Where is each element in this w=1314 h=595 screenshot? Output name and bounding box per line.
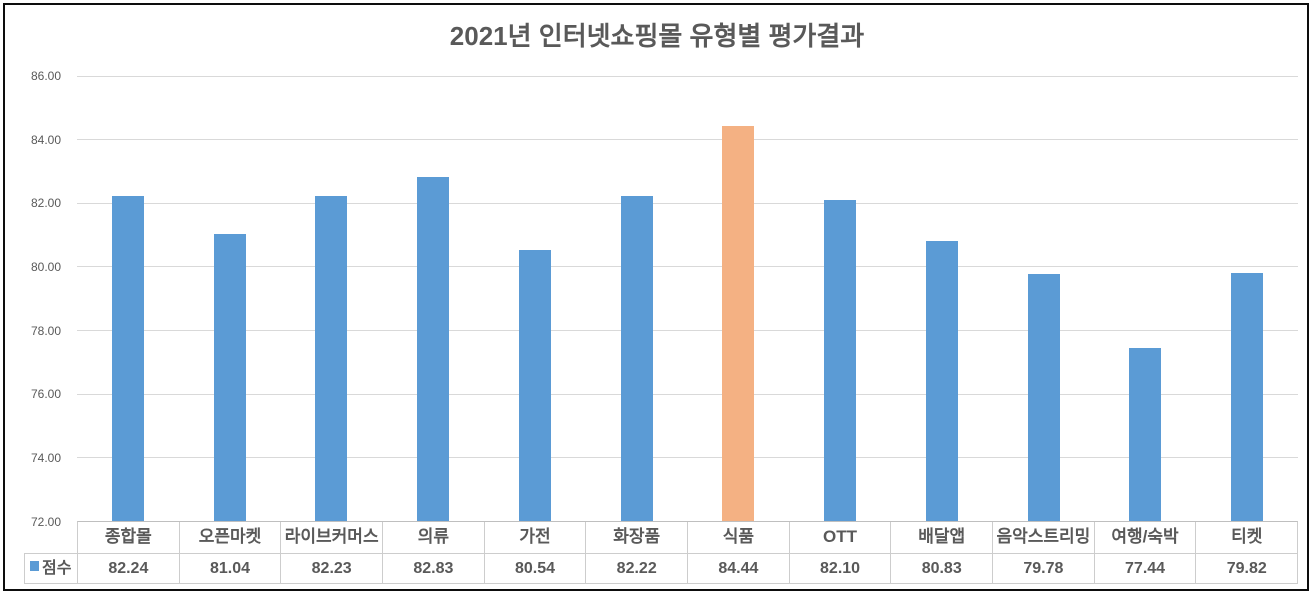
bar-종합몰	[111, 195, 144, 522]
category-label: 식품	[687, 522, 789, 553]
bar-여행/숙박	[1129, 348, 1162, 522]
chart-border-frame	[3, 3, 1309, 591]
y-axis-tick-label: 76.00	[30, 387, 61, 402]
category-header-row: 종합몰 오픈마켓 라이브커머스 의류 가전 화장품 식품 OTT 배달앱 음악스트리밍 여행/숙박 티…	[77, 521, 1298, 553]
bar-가전	[518, 249, 551, 522]
value-cell: 80.54	[483, 554, 586, 583]
gridline	[77, 457, 1298, 459]
bar-오픈마켓	[213, 233, 246, 522]
gridline	[77, 266, 1298, 268]
value-cell: 82.22	[585, 554, 687, 583]
gridline	[77, 75, 1298, 77]
value-cell: 84.44	[687, 554, 789, 583]
gridline	[77, 393, 1298, 395]
category-label: 여행/숙박	[1093, 522, 1196, 553]
legend-cell: 점수	[24, 553, 77, 584]
y-axis-tick-label: 84.00	[30, 132, 61, 147]
value-cell: 79.78	[992, 554, 1094, 583]
category-label: 의류	[382, 522, 484, 553]
value-cell: 82.10	[788, 554, 891, 583]
category-label: 오픈마켓	[178, 522, 281, 553]
value-cell: 77.44	[1093, 554, 1196, 583]
bar-OTT	[824, 200, 857, 522]
category-label: 배달앱	[890, 522, 992, 553]
bar-화장품	[620, 196, 653, 522]
bar-식품	[722, 125, 755, 522]
gridline	[77, 330, 1298, 332]
value-cell: 80.83	[890, 554, 992, 583]
y-axis-tick-label: 86.00	[30, 69, 61, 83]
y-axis-tick-label: 74.00	[30, 450, 61, 465]
value-cell: 81.04	[178, 554, 281, 583]
category-label: 가전	[483, 522, 586, 553]
bar-배달앱	[925, 240, 958, 522]
category-label: 라이브커머스	[280, 522, 382, 553]
gridline	[77, 139, 1298, 141]
y-axis-tick-label: 78.00	[30, 323, 61, 338]
value-cell: 82.83	[382, 554, 484, 583]
y-axis-tick-label: 82.00	[30, 196, 61, 211]
category-label: 종합몰	[104, 527, 152, 546]
legend-label: 점수	[42, 560, 72, 577]
category-label: 티켓	[1195, 522, 1297, 553]
bar-의류	[417, 176, 450, 522]
bar-라이브커머스	[315, 195, 348, 522]
value-cell: 82.24	[108, 560, 149, 577]
value-cell: 79.82	[1195, 554, 1297, 583]
value-cell: 82.23	[280, 554, 382, 583]
y-axis-tick-label: 72.00	[30, 514, 61, 529]
legend-marker-icon	[30, 560, 39, 571]
category-label: 음악스트리밍	[992, 522, 1094, 553]
value-row: 82.24 81.04 82.23 82.83 80.54 82.22 84.44 82.10…	[77, 553, 1298, 584]
gridline	[77, 202, 1298, 204]
category-label: 화장품	[585, 522, 687, 553]
bar-음악스트리밍	[1027, 273, 1060, 522]
bar-티켓	[1231, 272, 1264, 522]
chart-title: 2021년 인터넷쇼핑몰 유형별 평가결과	[449, 21, 865, 51]
category-label: OTT	[788, 522, 891, 553]
y-axis-tick-label: 80.00	[30, 259, 61, 274]
